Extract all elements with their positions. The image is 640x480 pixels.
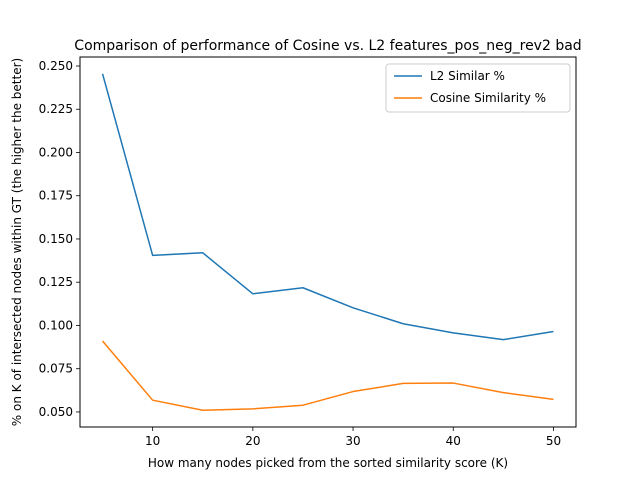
y-tick-label-8: 0.250 <box>39 59 73 73</box>
chart-title: Comparison of performance of Cosine vs. … <box>74 38 581 54</box>
y-tick-label-0: 0.050 <box>39 405 73 419</box>
y-axis-label: % on K of intersected nodes within GT (t… <box>10 58 24 426</box>
y-tick-label-4: 0.150 <box>39 232 73 246</box>
y-tick-label-3: 0.125 <box>39 275 73 289</box>
plot-lines <box>101 73 554 411</box>
axis-ticks: 10 20 30 40 50 0.050 0.075 0.100 0.125 0.150 0.175… <box>39 59 561 448</box>
x-tick-label-4: 50 <box>546 434 561 448</box>
y-tick-label-6: 0.200 <box>39 145 73 159</box>
x-tick-label-2: 30 <box>345 434 360 448</box>
legend: L2 Similar % Cosine Similarity % <box>385 63 571 113</box>
y-tick-label-2: 0.100 <box>39 318 73 332</box>
series-line-0 <box>101 73 554 341</box>
y-tick-label-1: 0.075 <box>39 362 73 376</box>
x-tick-label-1: 20 <box>245 434 260 448</box>
series-line-1 <box>101 340 554 411</box>
y-tick-label-5: 0.175 <box>39 189 73 203</box>
plot-frame <box>79 56 577 428</box>
x-tick-label-0: 10 <box>145 434 160 448</box>
y-tick-label-7: 0.225 <box>39 102 73 116</box>
x-tick-label-3: 40 <box>446 434 461 448</box>
legend-label-0: L2 Similar % <box>430 69 505 83</box>
legend-label-1: Cosine Similarity % <box>430 91 546 105</box>
legend-frame <box>385 63 571 113</box>
x-axis-label: How many nodes picked from the sorted si… <box>148 456 508 470</box>
